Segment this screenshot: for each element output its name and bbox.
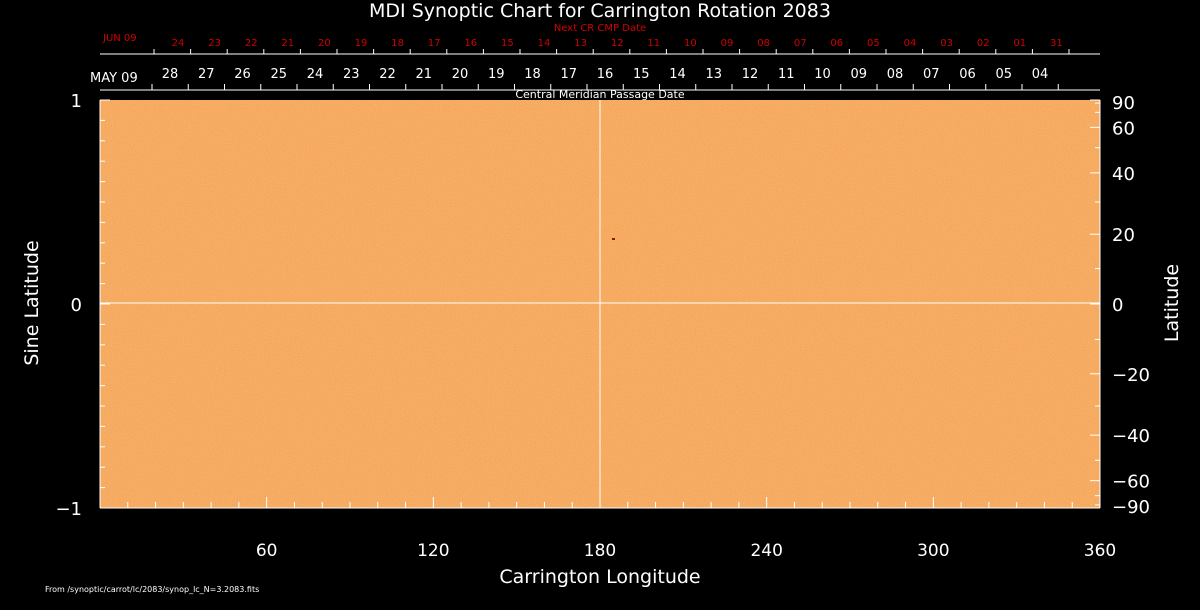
next-cmp-date: 11	[647, 38, 660, 49]
y-right-tick-label: −60	[1112, 472, 1150, 493]
cmp-date: 11	[778, 67, 795, 82]
cmp-date: 12	[742, 67, 759, 82]
cmp-date: 07	[923, 67, 940, 82]
y-right-tick-label: −90	[1112, 497, 1150, 518]
cmp-date: 17	[560, 67, 577, 82]
next-cmp-date: 31	[1050, 38, 1063, 49]
cmp-date: 24	[307, 67, 324, 82]
next-cmp-date: 08	[757, 38, 770, 49]
x-tick-label: 120	[417, 541, 449, 561]
y-right-tick-label: 20	[1112, 225, 1135, 246]
y-axis-left: 1 0 −1	[55, 91, 110, 520]
next-cmp-date: 04	[904, 38, 917, 49]
cmp-date: 05	[995, 67, 1012, 82]
next-cmp-date: 07	[794, 38, 807, 49]
next-cmp-dates: 24 23 22 21 20 19 18 17 16 15 14 13 12 11 10 09 08 07 06 05…	[172, 38, 1063, 49]
y-left-tick-label: 1	[71, 91, 82, 112]
next-cmp-date: 13	[574, 38, 587, 49]
next-cmp-date: 01	[1013, 38, 1026, 49]
map-speckle	[612, 238, 615, 240]
next-cmp-date: 17	[428, 38, 441, 49]
cmp-date: 09	[850, 67, 867, 82]
next-cmp-date: 12	[611, 38, 624, 49]
y-right-tick-label: 0	[1112, 295, 1123, 316]
x-axis-label: Carrington Longitude	[499, 566, 700, 588]
next-cmp-date: 06	[830, 38, 843, 49]
y-axis-right: 90 60 40 20 0 −20 −40 −60 −90	[1090, 93, 1150, 518]
x-axis-ticks: 60 120 180 240 300 360	[99, 497, 1116, 561]
cmp-date: 16	[597, 67, 614, 82]
next-cmp-date: 22	[245, 38, 258, 49]
next-cmp-ticks	[153, 49, 1070, 54]
y-axis-label-left: Sine Latitude	[21, 240, 43, 365]
cmp-date: 21	[415, 67, 432, 82]
cmp-date: 10	[814, 67, 831, 82]
next-cmp-date: 23	[208, 38, 221, 49]
next-cmp-date: 19	[355, 38, 368, 49]
cmp-date: 27	[198, 67, 215, 82]
cmp-date: 25	[270, 67, 287, 82]
y-right-tick-label: −40	[1112, 426, 1150, 447]
next-cmp-label: Next CR CMP Date	[554, 23, 646, 34]
next-cmp-date: 09	[721, 38, 734, 49]
next-cmp-date: 24	[172, 38, 185, 49]
cmp-date: 08	[887, 67, 904, 82]
cmp-date: 26	[234, 67, 251, 82]
y-left-tick-label: −1	[55, 499, 82, 520]
y-right-tick-label: −20	[1112, 365, 1150, 386]
next-cmp-date: 10	[684, 38, 697, 49]
cmp-label: Central Meridian Passage Date	[515, 88, 684, 101]
x-tick-label: 360	[1084, 541, 1116, 561]
y-right-tick-label: 60	[1112, 118, 1135, 139]
cmp-date: 13	[705, 67, 722, 82]
y-left-tick-label: 0	[71, 295, 82, 316]
cmp-date: 19	[488, 67, 505, 82]
cmp-date: 06	[959, 67, 976, 82]
cmp-date: 14	[669, 67, 686, 82]
x-tick-label: 60	[256, 541, 278, 561]
cmp-ticks	[151, 84, 1059, 90]
y-right-tick-label: 40	[1112, 164, 1135, 185]
cmp-date: 20	[452, 67, 469, 82]
x-tick-label: 300	[917, 541, 949, 561]
cmp-date: 28	[162, 67, 179, 82]
next-cmp-date: 20	[318, 38, 331, 49]
next-cmp-date: 02	[977, 38, 990, 49]
next-cmp-date: 03	[940, 38, 953, 49]
cmp-date: 22	[379, 67, 396, 82]
next-cmp-date: 16	[464, 38, 477, 49]
chart-title: MDI Synoptic Chart for Carrington Rotati…	[369, 0, 831, 22]
next-cmp-date: 18	[391, 38, 404, 49]
next-cmp-date: 14	[538, 38, 551, 49]
cmp-date: 18	[524, 67, 541, 82]
x-tick-label: 240	[750, 541, 782, 561]
next-cmp-start: JUN 09	[102, 33, 137, 44]
x-tick-label: 180	[584, 541, 616, 561]
cmp-start: MAY 09	[90, 71, 138, 86]
y-right-tick-label: 90	[1112, 93, 1135, 114]
next-cmp-date: 21	[281, 38, 294, 49]
next-cmp-date: 05	[867, 38, 880, 49]
cmp-date: 23	[343, 67, 360, 82]
y-axis-label-right: Latitude	[1161, 264, 1183, 342]
cmp-dates: 28 27 26 25 24 23 22 21 20 19 18 17 16 15 14 13 12 11 10 09…	[162, 67, 1049, 82]
source-footer: From /synoptic/carrot/lc/2083/synop_lc_N…	[45, 585, 259, 594]
next-cmp-date: 15	[501, 38, 514, 49]
cmp-date: 15	[633, 67, 650, 82]
cmp-date: 04	[1032, 67, 1049, 82]
